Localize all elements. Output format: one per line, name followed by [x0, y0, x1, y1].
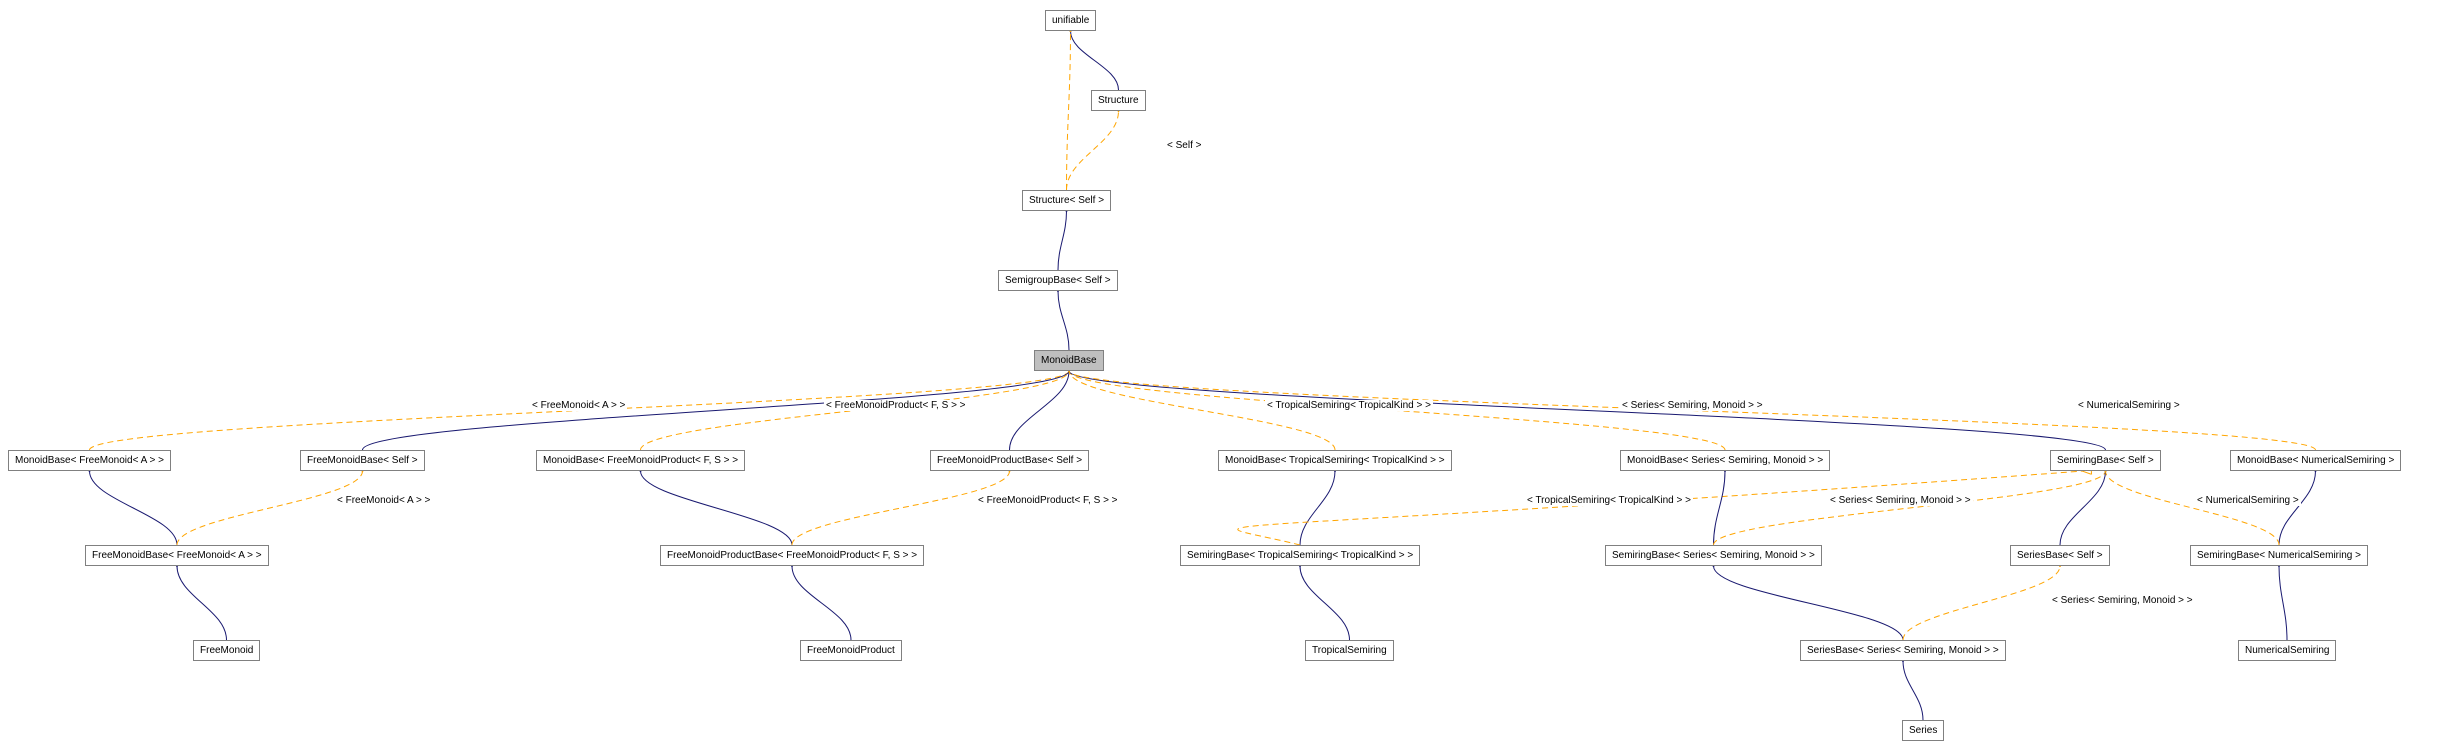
edge-SeriesBaseSelf-to-SemiringBaseSelf	[2060, 471, 2106, 545]
edge-label-l_num_bot: < NumericalSemiring >	[2195, 495, 2301, 506]
node-FreeMonoidBaseSelf: FreeMonoidBase< Self >	[300, 450, 425, 471]
node-NumericalSemiring: NumericalSemiring	[2238, 640, 2336, 661]
edge-label-l_series_mid: < Series< Semiring, Monoid > >	[1828, 495, 1973, 506]
edge-FreeMonoid-to-FMB_FreeMonoidA	[177, 566, 227, 640]
node-FMPBaseSelf: FreeMonoidProductBase< Self >	[930, 450, 1089, 471]
edge-SeriesBase_Series-to-SemiB_Series_SM	[1714, 566, 1904, 640]
node-MB_NumSemi: MonoidBase< NumericalSemiring >	[2230, 450, 2401, 471]
edge-SemiringBaseSelf-to-MonoidBase	[1069, 371, 2106, 450]
node-MB_TS_TK: MonoidBase< TropicalSemiring< TropicalKi…	[1218, 450, 1452, 471]
edge-StructureSelf-to-unifiable	[1067, 31, 1071, 190]
edge-label-l_num_top: < NumericalSemiring >	[2076, 400, 2182, 411]
edge-label-l_self: < Self >	[1165, 140, 1203, 151]
edge-FMPB_FMP_FS-to-MB_FMP_FS	[641, 471, 793, 545]
diagram-container: unifiable Structure Structure< Self > Semig…	[0, 0, 2438, 744]
edges-layer	[0, 0, 2438, 744]
edge-TropicalSemiring-to-SemiB_TS_TK	[1300, 566, 1350, 640]
node-SemigroupBaseSelf: SemigroupBase< Self >	[998, 270, 1118, 291]
node-SemiringBaseSelf: SemiringBase< Self >	[2050, 450, 2161, 471]
edge-SemiB_NumSemi-to-MB_NumSemi	[2279, 471, 2316, 545]
node-MB_FreeMonoidA: MonoidBase< FreeMonoid< A > >	[8, 450, 171, 471]
edge-SemiB_Series_SM-to-MB_Series_SM	[1714, 471, 1726, 545]
edge-label-l_fmp_bot: < FreeMonoidProduct< F, S > >	[976, 495, 1120, 506]
node-MonoidBase: MonoidBase	[1034, 350, 1104, 371]
edge-SemiB_Series_SM-to-SemiringBaseSelf	[1714, 471, 2106, 545]
edge-NumericalSemiring-to-SemiB_NumSemi	[2279, 566, 2287, 640]
edge-label-l_fma_bot: < FreeMonoid< A > >	[335, 495, 432, 506]
edge-FMPB_FMP_FS-to-FMPBaseSelf	[792, 471, 1010, 545]
node-FreeMonoid: FreeMonoid	[193, 640, 260, 661]
edge-FMB_FreeMonoidA-to-FreeMonoidBaseSelf	[177, 471, 363, 545]
node-FMB_FreeMonoidA: FreeMonoidBase< FreeMonoid< A > >	[85, 545, 269, 566]
edge-label-l_fmp_top: < FreeMonoidProduct< F, S > >	[824, 400, 968, 411]
edge-MonoidBase-to-SemigroupBaseSelf	[1058, 291, 1069, 350]
node-SemiB_NumSemi: SemiringBase< NumericalSemiring >	[2190, 545, 2368, 566]
edge-label-l_fma_top: < FreeMonoid< A > >	[530, 400, 627, 411]
node-MB_FMP_FS: MonoidBase< FreeMonoidProduct< F, S > >	[536, 450, 745, 471]
edge-Structure-to-unifiable	[1071, 31, 1119, 90]
edge-FMB_FreeMonoidA-to-MB_FreeMonoidA	[90, 471, 178, 545]
node-Structure: Structure	[1091, 90, 1146, 111]
node-TropicalSemiring: TropicalSemiring	[1305, 640, 1394, 661]
node-SeriesBase_Series: SeriesBase< Series< Semiring, Monoid > >	[1800, 640, 2006, 661]
node-FMPB_FMP_FS: FreeMonoidProductBase< FreeMonoidProduct…	[660, 545, 924, 566]
edge-label-l_ts_top: < TropicalSemiring< TropicalKind > >	[1265, 400, 1433, 411]
node-SemiB_Series_SM: SemiringBase< Series< Semiring, Monoid >…	[1605, 545, 1822, 566]
edge-label-l_series_bot: < Series< Semiring, Monoid > >	[2050, 595, 2195, 606]
edge-SeriesBase_Series-to-SeriesBaseSelf	[1903, 566, 2060, 640]
node-MB_Series_SM: MonoidBase< Series< Semiring, Monoid > >	[1620, 450, 1830, 471]
edge-Series-to-SeriesBase_Series	[1903, 661, 1923, 720]
edge-SemiB_TS_TK-to-MB_TS_TK	[1300, 471, 1335, 545]
edge-StructureSelf-to-Structure	[1067, 111, 1119, 190]
edge-label-l_series_top: < Series< Semiring, Monoid > >	[1620, 400, 1765, 411]
edge-SemiB_NumSemi-to-SemiringBaseSelf	[2106, 471, 2280, 545]
node-SemiB_TS_TK: SemiringBase< TropicalSemiring< Tropical…	[1180, 545, 1420, 566]
node-Series: Series	[1902, 720, 1944, 741]
node-unifiable: unifiable	[1045, 10, 1096, 31]
node-FreeMonoidProduct: FreeMonoidProduct	[800, 640, 902, 661]
edge-FreeMonoidProduct-to-FMPB_FMP_FS	[792, 566, 851, 640]
edge-SemigroupBaseSelf-to-StructureSelf	[1058, 211, 1067, 270]
node-StructureSelf: Structure< Self >	[1022, 190, 1111, 211]
node-SeriesBaseSelf: SeriesBase< Self >	[2010, 545, 2110, 566]
edge-label-l_ts_bot: < TropicalSemiring< TropicalKind > >	[1525, 495, 1693, 506]
edge-SemiB_TS_TK-to-SemiringBaseSelf	[1238, 471, 2083, 545]
